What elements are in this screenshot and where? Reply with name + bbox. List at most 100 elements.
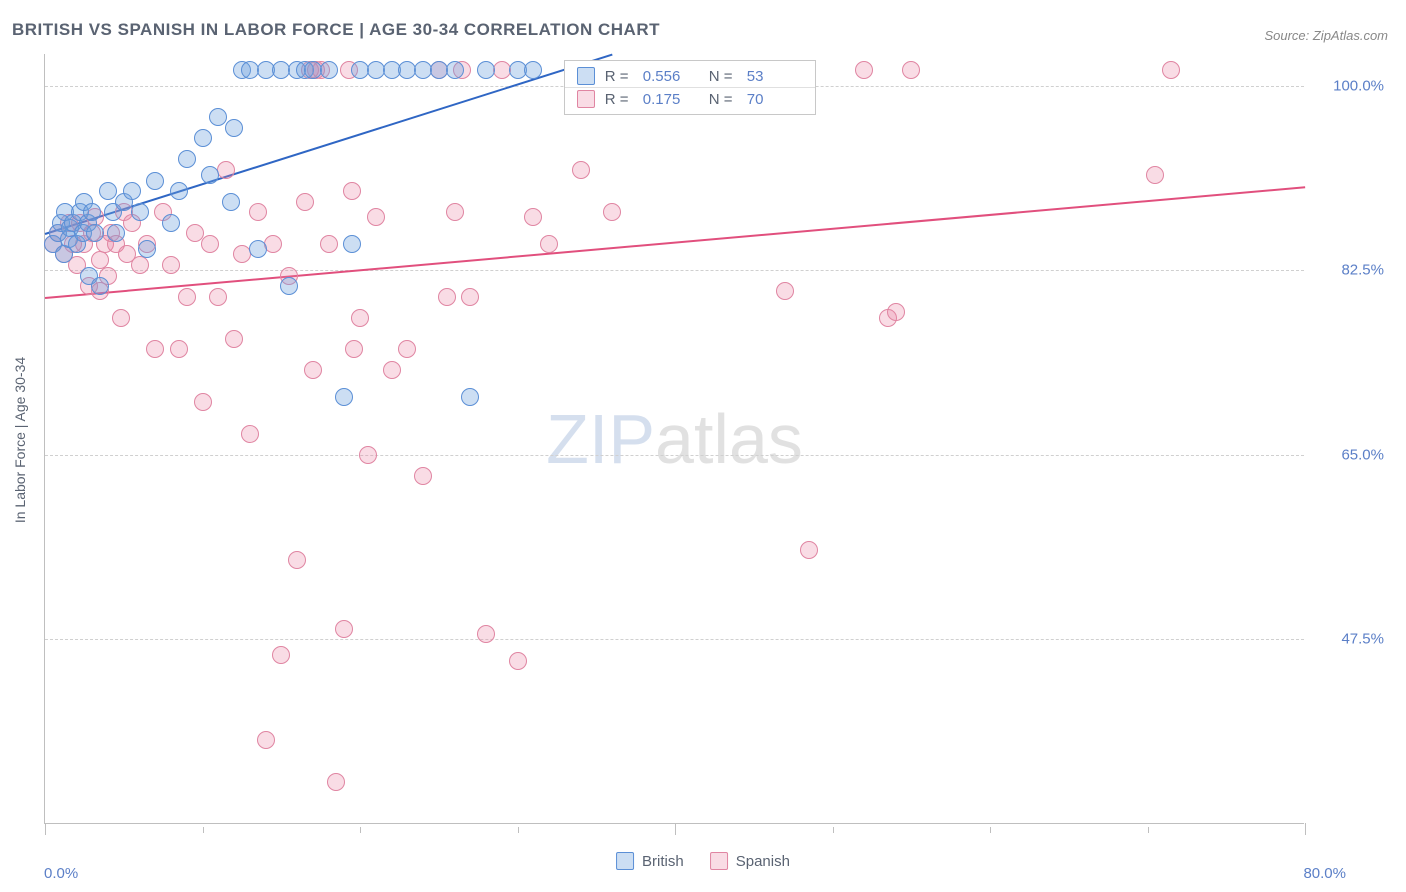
x-tick xyxy=(990,827,991,833)
data-point xyxy=(225,330,243,348)
data-point xyxy=(249,203,267,221)
data-point xyxy=(855,61,873,79)
data-point xyxy=(146,340,164,358)
x-tick xyxy=(1148,827,1149,833)
y-tick-label: 47.5% xyxy=(1341,631,1384,648)
data-point xyxy=(201,166,219,184)
data-point xyxy=(524,61,542,79)
data-point xyxy=(304,361,322,379)
r-label: R = xyxy=(605,68,633,85)
gridline xyxy=(45,270,1304,271)
data-point xyxy=(327,773,345,791)
legend-bottom: British Spanish xyxy=(616,852,790,870)
data-point xyxy=(776,282,794,300)
legend-label: Spanish xyxy=(736,853,790,870)
x-tick xyxy=(833,827,834,833)
y-axis-title: In Labor Force | Age 30-34 xyxy=(12,357,28,523)
data-point xyxy=(162,214,180,232)
data-point xyxy=(367,208,385,226)
data-point xyxy=(887,303,905,321)
gridline xyxy=(45,455,1304,456)
data-point xyxy=(112,309,130,327)
data-point xyxy=(257,731,275,749)
source-attribution: Source: ZipAtlas.com xyxy=(1264,28,1388,43)
data-point xyxy=(477,625,495,643)
legend-item-british: British xyxy=(616,852,684,870)
data-point xyxy=(131,203,149,221)
data-point xyxy=(351,309,369,327)
data-point xyxy=(138,240,156,258)
data-point xyxy=(99,182,117,200)
legend-swatch-icon xyxy=(577,90,595,108)
x-tick xyxy=(203,827,204,833)
data-point xyxy=(800,541,818,559)
y-tick-label: 100.0% xyxy=(1333,77,1384,94)
data-point xyxy=(194,129,212,147)
watermark-text-a: ZIP xyxy=(546,400,655,478)
data-point xyxy=(288,551,306,569)
data-point xyxy=(194,393,212,411)
data-point xyxy=(170,340,188,358)
legend-swatch-icon xyxy=(577,67,595,85)
data-point xyxy=(241,425,259,443)
data-point xyxy=(146,172,164,190)
n-value: 70 xyxy=(747,91,803,108)
correlation-legend-row: R =0.556N =53 xyxy=(565,65,815,87)
data-point xyxy=(335,388,353,406)
data-point xyxy=(201,235,219,253)
data-point xyxy=(272,646,290,664)
r-value: 0.556 xyxy=(643,68,699,85)
plot-area: ZIPatlas xyxy=(44,54,1304,824)
data-point xyxy=(603,203,621,221)
n-label: N = xyxy=(709,68,737,85)
chart-container: BRITISH VS SPANISH IN LABOR FORCE | AGE … xyxy=(0,0,1406,892)
data-point xyxy=(107,224,125,242)
data-point xyxy=(1146,166,1164,184)
data-point xyxy=(438,288,456,306)
data-point xyxy=(446,61,464,79)
legend-swatch-icon xyxy=(710,852,728,870)
data-point xyxy=(902,61,920,79)
data-point xyxy=(414,467,432,485)
data-point xyxy=(446,203,464,221)
data-point xyxy=(461,388,479,406)
data-point xyxy=(280,277,298,295)
data-point xyxy=(123,182,141,200)
data-point xyxy=(477,61,495,79)
data-point xyxy=(162,256,180,274)
data-point xyxy=(249,240,267,258)
data-point xyxy=(209,288,227,306)
x-axis-label-max: 80.0% xyxy=(1303,865,1346,882)
watermark: ZIPatlas xyxy=(546,399,803,479)
data-point xyxy=(359,446,377,464)
legend-item-spanish: Spanish xyxy=(710,852,790,870)
data-point xyxy=(524,208,542,226)
data-point xyxy=(131,256,149,274)
data-point xyxy=(383,361,401,379)
x-axis-label-min: 0.0% xyxy=(44,865,78,882)
x-tick-major xyxy=(675,823,676,835)
chart-title: BRITISH VS SPANISH IN LABOR FORCE | AGE … xyxy=(12,20,660,40)
data-point xyxy=(461,288,479,306)
gridline xyxy=(45,639,1304,640)
r-label: R = xyxy=(605,91,633,108)
x-tick-major xyxy=(1305,823,1306,835)
correlation-legend-row: R =0.175N =70 xyxy=(565,87,815,110)
data-point xyxy=(540,235,558,253)
x-tick xyxy=(518,827,519,833)
data-point xyxy=(186,224,204,242)
data-point xyxy=(264,235,282,253)
data-point xyxy=(178,150,196,168)
correlation-legend: R =0.556N =53R =0.175N =70 xyxy=(564,60,816,115)
data-point xyxy=(509,652,527,670)
data-point xyxy=(320,61,338,79)
data-point xyxy=(86,224,104,242)
data-point xyxy=(222,193,240,211)
data-point xyxy=(217,161,235,179)
legend-label: British xyxy=(642,853,684,870)
data-point xyxy=(398,340,416,358)
data-point xyxy=(209,108,227,126)
data-point xyxy=(91,277,109,295)
watermark-text-b: atlas xyxy=(655,400,803,478)
data-point xyxy=(225,119,243,137)
